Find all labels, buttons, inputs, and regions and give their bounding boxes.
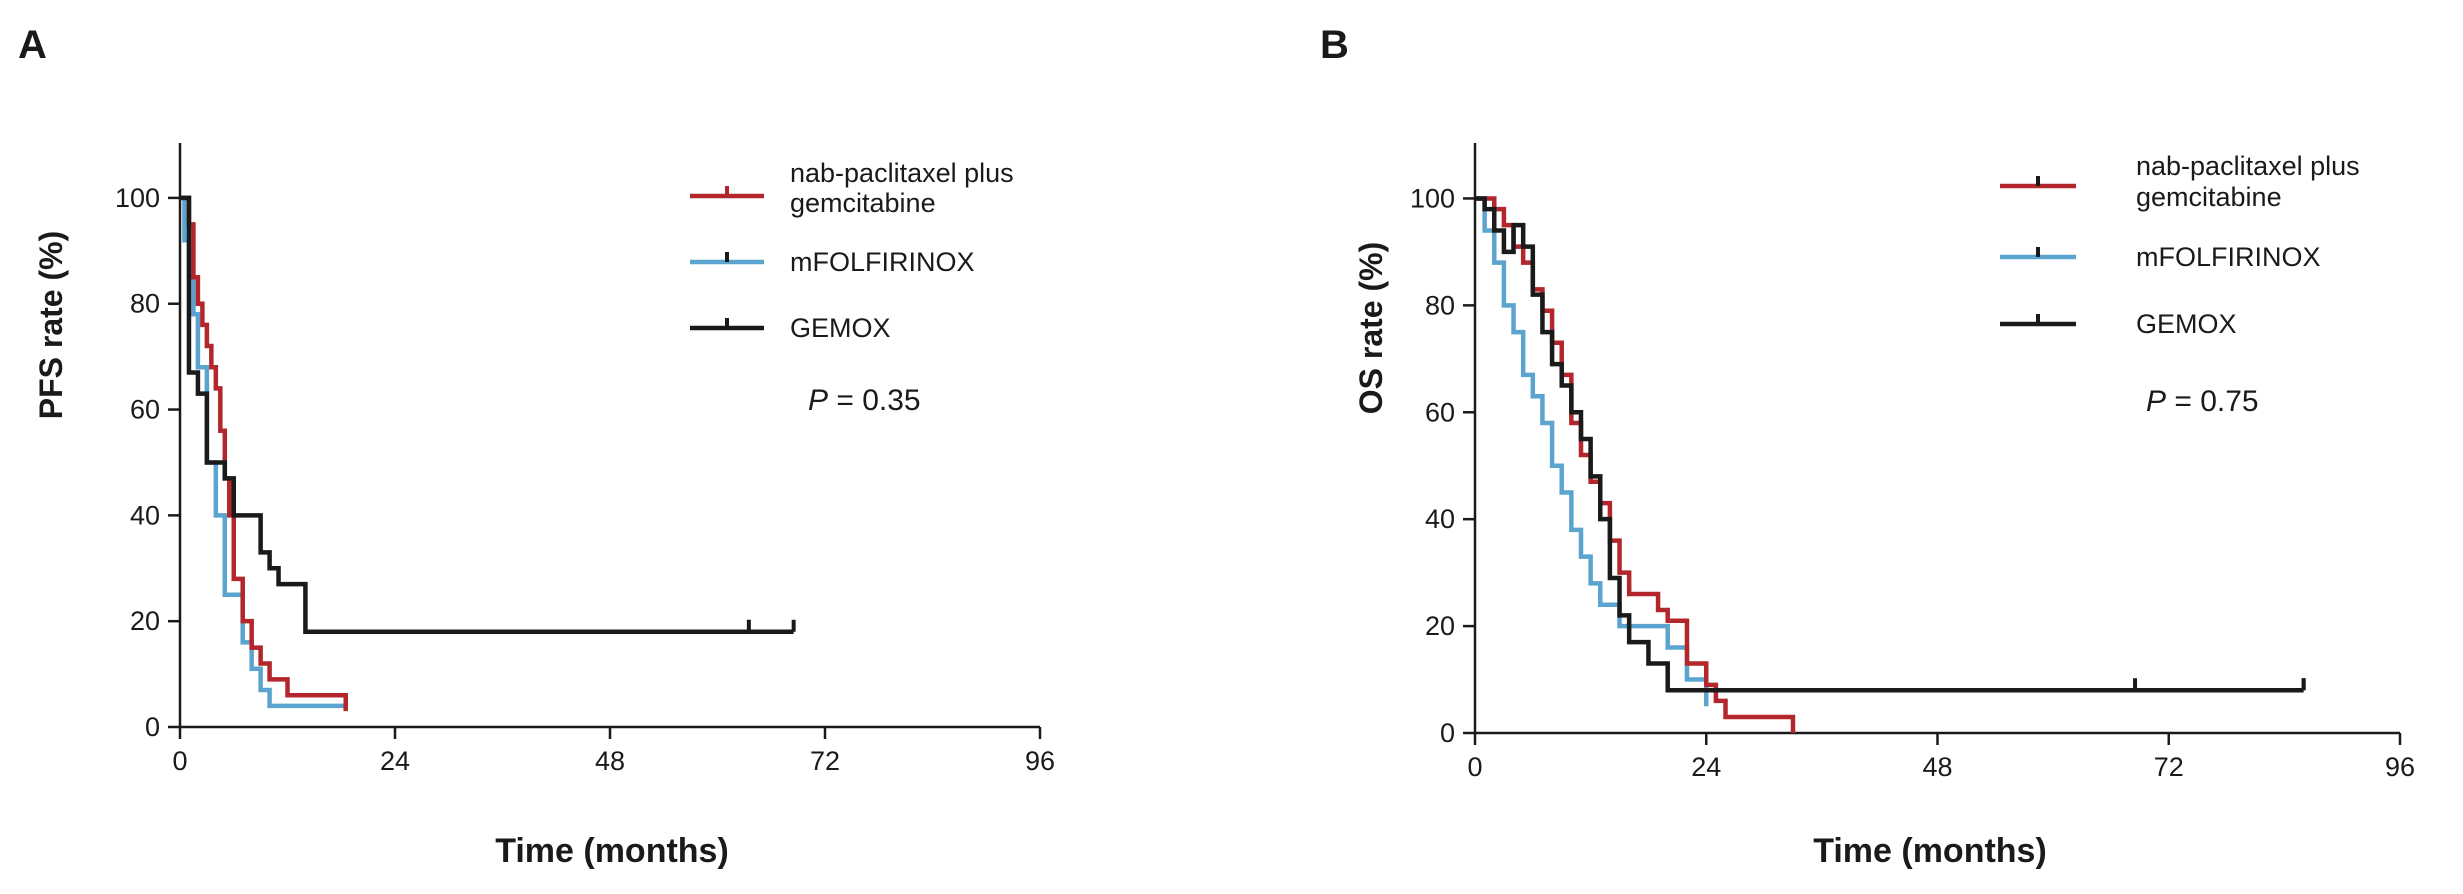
- y-axis-label-b: OS rate (%): [1353, 242, 1389, 414]
- x-axis-label-b: Time (months): [1813, 832, 2047, 870]
- x-axis-label-a: Time (months): [495, 832, 729, 870]
- legend-a: nab-paclitaxel plus gemcitabine mFOLFIRI…: [690, 158, 1014, 343]
- y-tick-label-b-60: 60: [1425, 397, 1455, 427]
- x-tick-label-b-24: 24: [1691, 752, 1721, 782]
- legend-entry-nab-b: nab-paclitaxel plus gemcitabine: [2000, 151, 2360, 212]
- legend-entry-gemox-a: GEMOX: [690, 313, 891, 343]
- panel-letter-b: B: [1320, 23, 1349, 67]
- legend-label-mfolfirinox-b: mFOLFIRINOX: [2136, 242, 2321, 272]
- legend-label-gemox-a: GEMOX: [790, 313, 891, 343]
- legend-entry-nab-a: nab-paclitaxel plus gemcitabine: [690, 158, 1014, 218]
- x-tick-label-b-96: 96: [2385, 752, 2415, 782]
- legend-label-nab-a-line1: nab-paclitaxel plus: [790, 158, 1014, 188]
- legend-entry-gemox-b: GEMOX: [2000, 309, 2237, 339]
- x-tick-label-a-0: 0: [172, 746, 187, 776]
- x-tick-label-a-48: 48: [595, 746, 625, 776]
- x-tick-label-b-48: 48: [1922, 752, 1952, 782]
- y-tick-label-a-60: 60: [130, 395, 160, 425]
- km-curve-gemox-a: [180, 195, 794, 635]
- legend-label-nab-a-line2: gemcitabine: [790, 188, 936, 218]
- y-tick-label-a-80: 80: [130, 289, 160, 319]
- x-tick-label-a-24: 24: [380, 746, 410, 776]
- legend-label-nab-b-line1: nab-paclitaxel plus: [2136, 151, 2360, 181]
- legend-entry-mfolfirinox-a: mFOLFIRINOX: [690, 247, 975, 277]
- y-tick-label-a-0: 0: [145, 712, 160, 742]
- p-value-a: P = 0.35: [808, 384, 921, 417]
- x-tick-label-b-0: 0: [1467, 752, 1482, 782]
- y-tick-label-b-20: 20: [1425, 611, 1455, 641]
- x-tick-label-b-72: 72: [2154, 752, 2184, 782]
- y-tick-label-a-20: 20: [130, 606, 160, 636]
- km-curve-nab-paclitaxel-plus-gemcitabine-a: [180, 195, 348, 712]
- km-curve-gemox-b: [1475, 196, 2304, 693]
- km-curve-nab-paclitaxel-plus-gemcitabine-b: [1475, 196, 1796, 733]
- legend-b: nab-paclitaxel plus gemcitabine mFOLFIRI…: [2000, 151, 2360, 339]
- y-axis-label-a: PFS rate (%): [33, 231, 69, 419]
- y-tick-label-b-100: 100: [1410, 183, 1455, 213]
- legend-label-nab-b-line2: gemcitabine: [2136, 182, 2282, 212]
- y-tick-label-b-0: 0: [1440, 718, 1455, 748]
- panel-letter-a: A: [18, 23, 47, 67]
- x-tick-label-a-96: 96: [1025, 746, 1055, 776]
- y-tick-label-b-40: 40: [1425, 504, 1455, 534]
- legend-label-mfolfirinox-a: mFOLFIRINOX: [790, 247, 975, 277]
- panel-a: A PFS rate (%) Time (months) 0 20 40 60 80 10…: [18, 23, 1055, 870]
- km-curve-mfolfirinox-b: [1475, 196, 1709, 707]
- y-tick-label-a-100: 100: [115, 183, 160, 213]
- panel-b: B OS rate (%) Time (months) 0 20 40 60 80 100…: [1320, 23, 2415, 870]
- legend-label-gemox-b: GEMOX: [2136, 309, 2237, 339]
- legend-entry-mfolfirinox-b: mFOLFIRINOX: [2000, 242, 2321, 272]
- y-tick-label-a-40: 40: [130, 500, 160, 530]
- x-tick-label-a-72: 72: [810, 746, 840, 776]
- p-value-b: P = 0.75: [2146, 385, 2259, 418]
- y-tick-label-b-80: 80: [1425, 290, 1455, 320]
